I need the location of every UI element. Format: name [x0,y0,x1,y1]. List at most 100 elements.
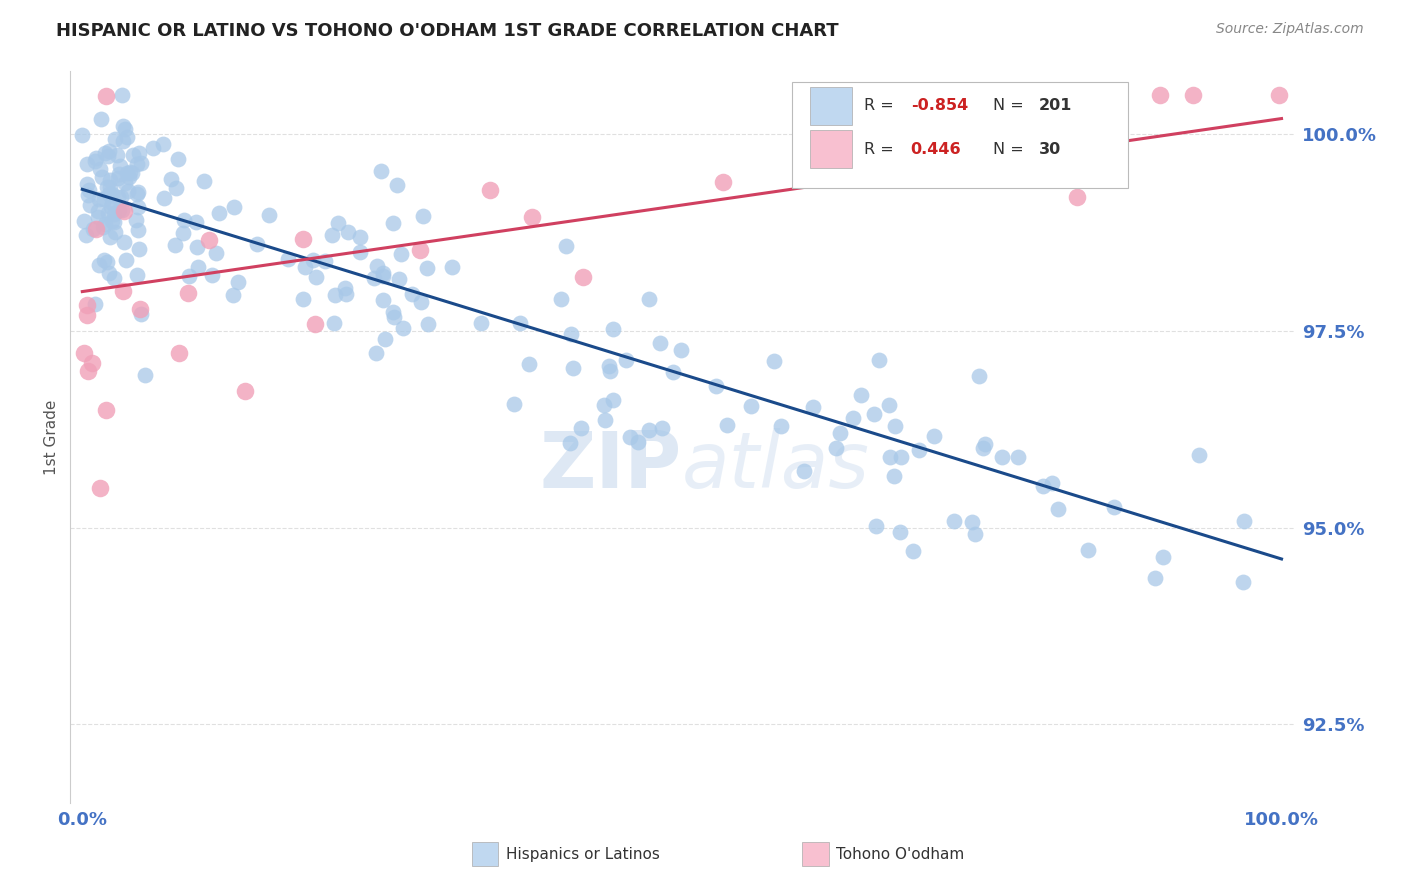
Point [364,345,387,359]
Point [382,216,405,230]
Point [103,215,125,229]
Point [115,130,138,145]
Point [1031,479,1053,493]
Point [890,450,912,464]
Point [323,316,346,330]
Point [942,515,965,529]
Point [160,172,183,186]
Point [129,308,152,322]
Point [222,287,245,301]
Point [114,252,136,267]
Point [302,252,325,267]
Point [409,294,432,309]
Point [86,221,108,235]
Point [97,205,120,219]
Point [89,161,111,176]
Point [602,393,624,408]
Point [111,87,134,102]
Point [328,216,350,230]
Point [93,145,115,160]
Point [114,121,136,136]
Point [401,286,423,301]
Point [114,176,136,190]
Point [127,200,149,214]
Point [97,148,120,162]
Point [388,272,411,286]
Point [72,128,94,142]
Point [101,196,124,211]
Point [107,189,129,203]
Point [889,524,911,539]
Point [441,260,464,274]
Point [363,271,385,285]
Point [1007,450,1029,464]
Point [554,238,576,252]
Point [98,173,121,187]
Point [884,419,907,434]
FancyBboxPatch shape [810,130,852,169]
Point [172,226,194,240]
Point [638,292,661,306]
Point [967,369,990,384]
Point [76,308,98,322]
Point [187,260,209,275]
Point [177,268,200,283]
Point [204,246,226,260]
Point [1149,87,1171,102]
Point [84,151,107,165]
Point [868,353,890,368]
Point [76,178,98,192]
Point [887,107,910,121]
FancyBboxPatch shape [801,842,828,866]
Point [1066,190,1088,204]
Point [908,442,931,457]
Point [1188,448,1211,462]
Point [704,379,727,393]
Point [208,206,231,220]
Point [87,192,110,206]
Point [184,215,207,229]
Point [103,270,125,285]
Text: R =: R = [865,142,898,157]
Point [391,321,413,335]
Point [127,185,149,199]
Point [226,275,249,289]
Point [79,198,101,212]
Point [385,178,408,193]
Point [598,359,620,373]
Point [550,293,572,307]
Point [152,136,174,151]
Point [82,222,104,236]
Point [828,426,851,441]
Point [257,208,280,222]
Text: 30: 30 [1039,142,1062,157]
Point [592,398,614,412]
Point [100,213,122,227]
Point [96,254,118,268]
Text: ZIP: ZIP [540,428,682,504]
FancyBboxPatch shape [810,87,852,125]
Point [561,361,583,376]
Point [233,384,256,398]
Y-axis label: 1st Grade: 1st Grade [44,400,59,475]
Point [599,363,621,377]
Point [370,163,392,178]
Point [470,317,492,331]
Point [294,260,316,274]
Point [1268,87,1291,102]
Point [879,450,901,465]
Point [412,209,434,223]
Point [186,240,208,254]
Point [569,420,592,434]
Point [374,332,396,346]
Point [246,236,269,251]
Point [883,469,905,483]
Text: R =: R = [865,98,898,113]
Point [173,212,195,227]
Point [842,411,865,425]
Point [98,186,121,201]
Point [125,157,148,171]
Point [314,253,336,268]
Point [669,343,692,357]
Point [389,247,412,261]
